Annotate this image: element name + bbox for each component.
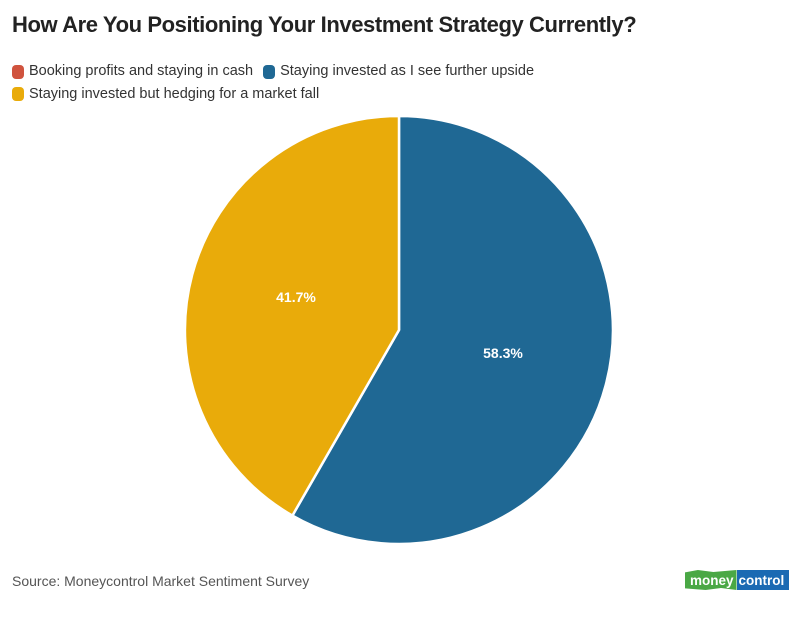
chart-title: How Are You Positioning Your Investment … [12,12,637,37]
pie-slice-hedging[interactable] [183,114,401,517]
chart-legend: Booking profits and staying in cash Stay… [12,62,632,107]
logo-control-text: control [736,570,790,590]
legend-label: Booking profits and staying in cash [29,63,254,79]
logo-money-text: money [685,570,737,590]
legend-item-further-upside[interactable]: Staying invested as I see further upside [263,62,534,81]
legend-label: Staying invested but hedging for a marke… [29,85,320,102]
legend-item-booking-profits[interactable]: Booking profits and staying in cash [12,62,253,81]
slice-label-upside: 58.3% [483,345,523,361]
legend-swatch-red-icon [12,64,24,79]
legend-item-hedging[interactable]: Staying invested but hedging for a marke… [12,85,319,104]
legend-swatch-blue-icon [263,64,276,79]
slice-label-hedging: 41.7% [276,289,316,305]
pie-slice-further-upside[interactable] [291,114,615,546]
source-note: Source: Moneycontrol Market Sentiment Su… [12,573,310,589]
moneycontrol-logo: money control [685,570,790,590]
legend-swatch-gold-icon [12,87,24,101]
legend-label: Staying invested as I see further upside [280,63,535,79]
